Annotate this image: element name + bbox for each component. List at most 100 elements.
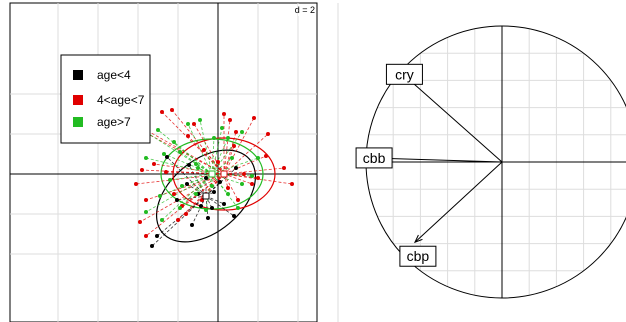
point-age-lt-4 [155, 234, 159, 238]
point-4-lt-age-lt-7 [226, 186, 230, 190]
legend-label-age-gt-7: age>7 [97, 115, 131, 129]
point-4-lt-age-lt-7 [242, 172, 246, 176]
point-age-lt-4 [199, 204, 203, 208]
arrow-cbp [414, 161, 503, 243]
spoke-age-gt-7 [169, 173, 213, 181]
legend-swatch-age-4-7 [73, 95, 83, 105]
spoke-age-gt-7 [211, 127, 223, 175]
spoke-4-lt-age-lt-7 [223, 131, 237, 175]
point-4-lt-age-lt-7 [264, 154, 268, 158]
spoke-age-lt-4 [205, 195, 225, 205]
point-4-lt-age-lt-7 [282, 166, 286, 170]
scatter-panel: d = 2 age<4 4<age<7 age>7 [9, 2, 339, 322]
point-4-lt-age-lt-7 [176, 218, 180, 222]
label-cbp: cbp [407, 248, 430, 264]
point-age-gt-7 [250, 174, 254, 178]
point-age-lt-4 [206, 216, 210, 220]
point-4-lt-age-lt-7 [192, 122, 196, 126]
point-age-gt-7 [144, 156, 148, 160]
point-age-gt-7 [220, 126, 224, 130]
point-4-lt-age-lt-7 [164, 170, 168, 174]
point-4-lt-age-lt-7 [134, 182, 138, 186]
point-age-gt-7 [198, 118, 202, 122]
spoke-4-lt-age-lt-7 [171, 109, 225, 175]
point-4-lt-age-lt-7 [256, 176, 260, 180]
spoke-4-lt-age-lt-7 [223, 155, 267, 175]
point-4-lt-age-lt-7 [170, 108, 174, 112]
point-age-lt-4 [204, 176, 208, 180]
point-age-lt-4 [165, 155, 169, 159]
spoke-age-lt-4 [156, 195, 207, 237]
spoke-age-gt-7 [199, 119, 213, 175]
point-age-gt-7 [236, 206, 240, 210]
label-box-cry [385, 63, 423, 85]
spoke-4-lt-age-lt-7 [223, 167, 285, 175]
point-4-lt-age-lt-7 [144, 234, 148, 238]
arrowhead-cbp [413, 234, 423, 244]
spoke-age-lt-4 [205, 181, 221, 197]
spoke-age-gt-7 [195, 163, 213, 175]
scale-label: d = 2 [295, 5, 315, 15]
point-4-lt-age-lt-7 [222, 112, 226, 116]
legend-label-age-lt-4: age<4 [97, 68, 131, 82]
spoke-4-lt-age-lt-7 [173, 173, 225, 195]
spoke-4-lt-age-lt-7 [141, 169, 225, 175]
spoke-4-lt-age-lt-7 [223, 119, 231, 175]
centroid-age-gt-7 [208, 170, 216, 178]
point-age-lt-4 [212, 190, 216, 194]
point-4-lt-age-lt-7 [152, 162, 156, 166]
point-age-lt-4 [232, 214, 236, 218]
point-4-lt-age-lt-7 [184, 212, 188, 216]
point-age-gt-7 [194, 162, 198, 166]
legend-swatch-age-gt-7 [73, 117, 83, 127]
point-age-gt-7 [240, 182, 244, 186]
spoke-4-lt-age-lt-7 [223, 117, 255, 175]
point-4-lt-age-lt-7 [202, 148, 206, 152]
spoke-4-lt-age-lt-7 [181, 173, 225, 207]
spoke-4-lt-age-lt-7 [99, 103, 225, 175]
point-age-lt-4 [187, 163, 191, 167]
point-4-lt-age-lt-7 [234, 130, 238, 134]
point-4-lt-age-lt-7 [216, 160, 220, 164]
point-age-gt-7 [226, 136, 230, 140]
point-4-lt-age-lt-7 [236, 198, 240, 202]
point-age-gt-7 [240, 130, 244, 134]
point-4-lt-age-lt-7 [172, 192, 176, 196]
point-4-lt-age-lt-7 [186, 134, 190, 138]
spoke-age-gt-7 [211, 173, 239, 209]
spoke-age-gt-7 [211, 173, 243, 185]
point-4-lt-age-lt-7 [232, 144, 236, 148]
point-4-lt-age-lt-7 [290, 182, 294, 186]
point-age-lt-4 [234, 166, 238, 170]
point-age-gt-7 [180, 184, 184, 188]
point-age-gt-7 [144, 210, 148, 214]
spoke-age-gt-7 [211, 157, 233, 175]
spoke-age-lt-4 [166, 156, 207, 197]
legend: age<4 4<age<7 age>7 [60, 54, 151, 144]
point-age-lt-4 [210, 206, 214, 210]
label-cbb: cbb [363, 150, 386, 166]
spoke-age-gt-7 [211, 173, 253, 177]
point-age-gt-7 [186, 122, 190, 126]
centroid-age-lt-4 [202, 192, 210, 200]
arrow-cry [405, 75, 503, 163]
point-4-lt-age-lt-7 [140, 168, 144, 172]
point-age-gt-7 [160, 218, 164, 222]
spoke-age-gt-7 [211, 131, 243, 175]
point-4-lt-age-lt-7 [266, 132, 270, 136]
scale-label-box [298, 4, 316, 16]
variable-labels: cry cbb cbp [355, 63, 437, 267]
point-age-gt-7 [212, 136, 216, 140]
point-age-gt-7 [194, 192, 198, 196]
point-age-gt-7 [256, 156, 260, 160]
spoke-age-gt-7 [211, 137, 229, 175]
point-4-lt-age-lt-7 [138, 220, 142, 224]
point-age-gt-7 [156, 128, 160, 132]
correlation-circle-panel: cry cbb cbp [355, 25, 626, 299]
spoke-age-gt-7 [145, 157, 213, 175]
spoke-age-lt-4 [205, 195, 235, 217]
point-age-gt-7 [230, 156, 234, 160]
point-age-gt-7 [204, 208, 208, 212]
point-age-gt-7 [168, 178, 172, 182]
